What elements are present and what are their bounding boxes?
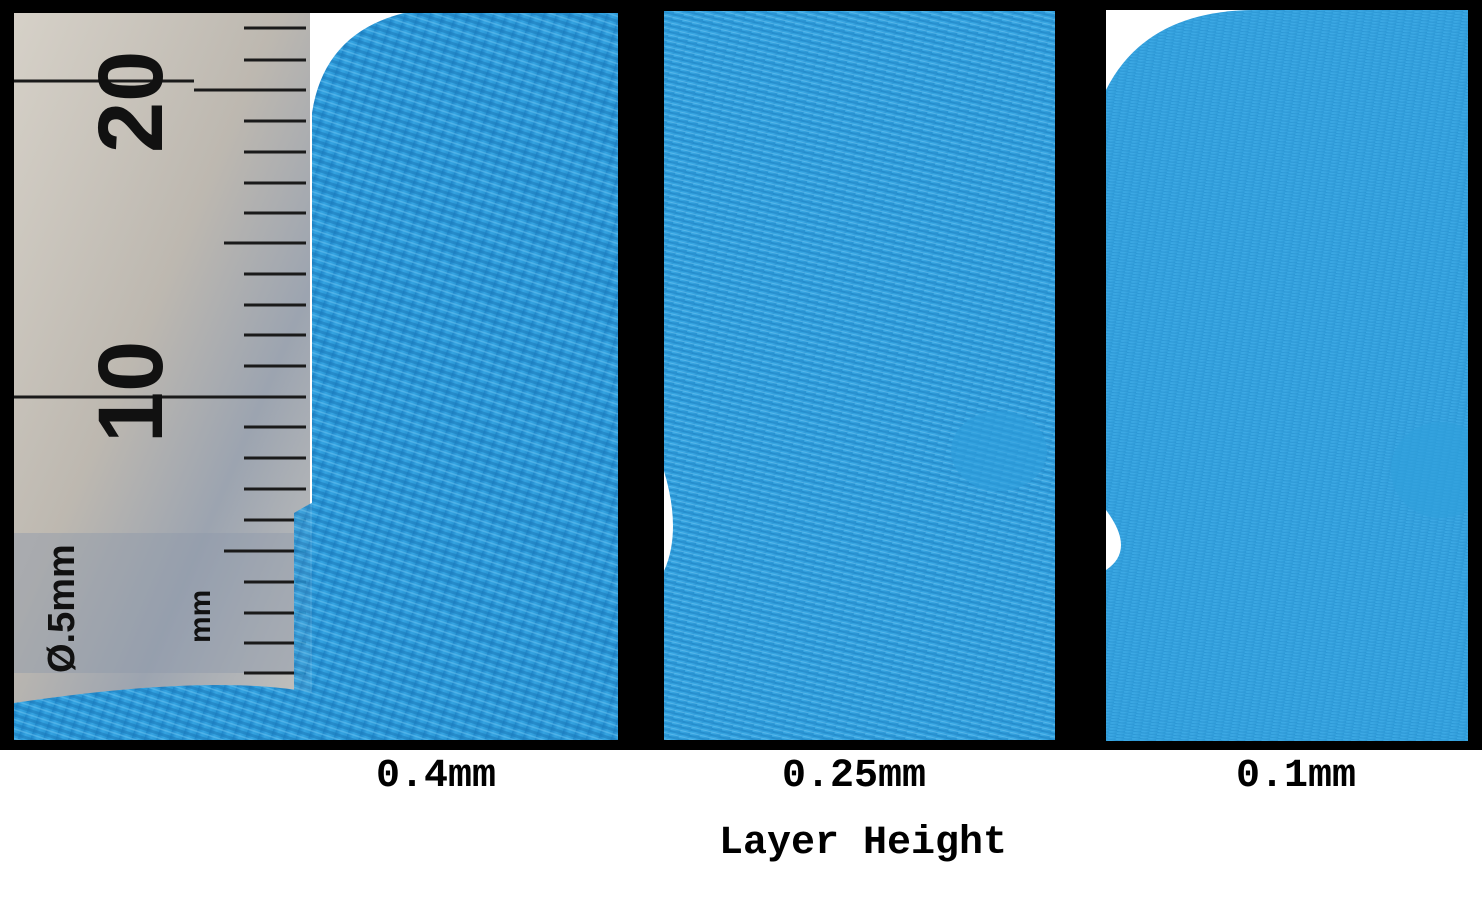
print-photo-medium <box>664 11 1055 740</box>
ruler-label-20: 20 <box>80 51 182 153</box>
print-photo-coarse: 20 10 mm Ø.5mm <box>14 13 618 740</box>
caption-0-4mm: 0.4mm <box>375 754 497 799</box>
print-photo-fine <box>1106 10 1468 741</box>
caption-0-25mm: 0.25mm <box>781 754 927 799</box>
ruler-unit-label: mm <box>184 590 217 643</box>
axis-title-layer-height: Layer Height <box>718 821 1008 866</box>
ruler-label-10: 10 <box>80 341 182 443</box>
caption-0-1mm: 0.1mm <box>1235 754 1357 799</box>
photo-strip: 20 10 mm Ø.5mm <box>0 0 1482 750</box>
photo-0-25mm <box>664 11 1055 740</box>
photo-0-4mm: 20 10 mm Ø.5mm <box>14 13 618 740</box>
photo-0-1mm <box>1106 10 1468 741</box>
ruler-spec-label: Ø.5mm <box>41 544 83 673</box>
